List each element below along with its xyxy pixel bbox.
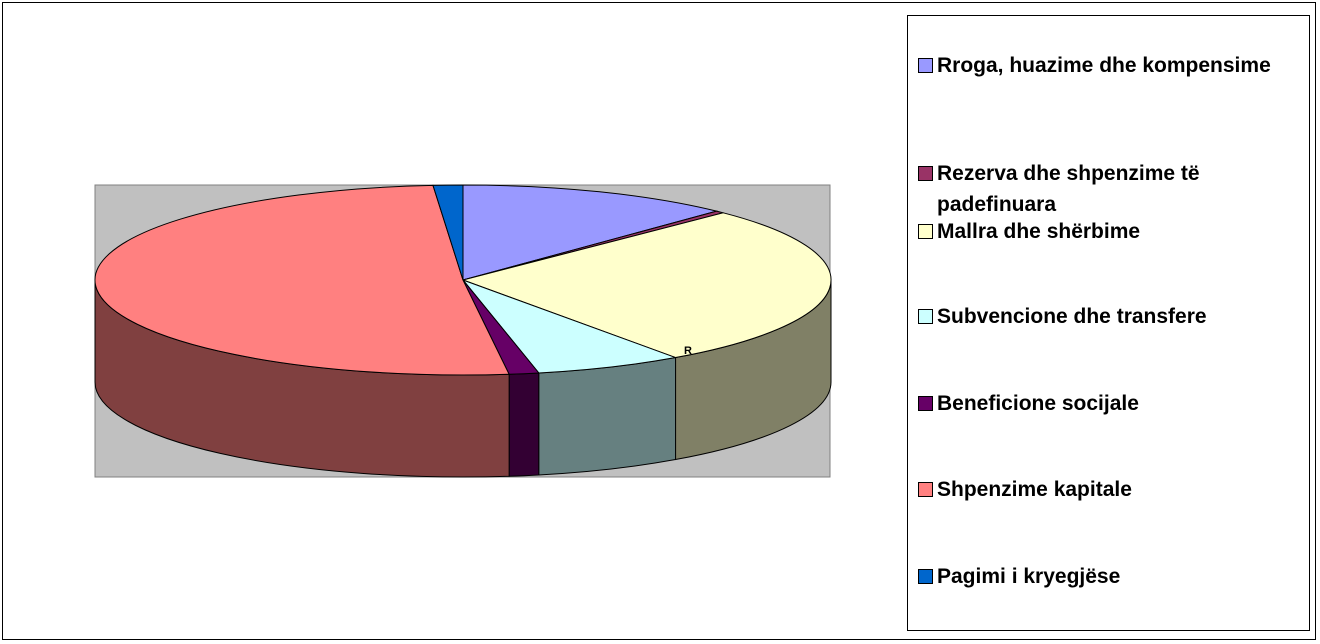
legend-swatch (918, 166, 933, 181)
legend: Rroga, huazime dhe kompensime Rezerva dhe… (907, 15, 1310, 631)
pie-slice (462, 184, 719, 281)
legend-label: Rroga, huazime dhe kompensime (937, 54, 1271, 77)
legend-label: Mallra dhe shërbime (937, 220, 1141, 243)
legend-label: Subvencione dhe transfere (937, 305, 1207, 328)
pie-side (538, 356, 677, 476)
annotation: R (684, 345, 692, 357)
pie-slice (432, 184, 464, 281)
legend-swatch (918, 482, 933, 497)
legend-label: Beneficione socijale (937, 392, 1139, 415)
pie-side (508, 372, 540, 477)
legend-label: Pagimi i kryegjëse (937, 565, 1121, 588)
legend-swatch (918, 58, 933, 73)
legend-swatch (918, 569, 933, 584)
legend-label: Shpenzime kapitale (937, 478, 1132, 501)
legend-swatch (918, 224, 933, 239)
legend-label: Rezerva dhe shpenzime të padefinuara (937, 162, 1200, 216)
pie-slice (94, 184, 510, 376)
legend-swatch (918, 309, 933, 324)
pie-slice (461, 212, 832, 359)
legend-swatch (918, 396, 933, 411)
pie-slice (461, 278, 678, 374)
